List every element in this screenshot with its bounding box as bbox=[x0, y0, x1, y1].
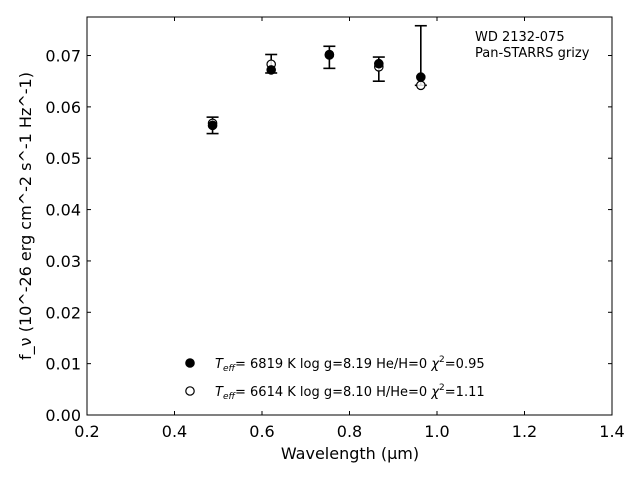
model-point-filled bbox=[324, 49, 335, 60]
model-point-filled bbox=[207, 120, 218, 131]
y-tick-label: 0.03 bbox=[45, 252, 81, 271]
error-bars bbox=[206, 24, 427, 135]
model-point-filled bbox=[266, 65, 276, 75]
x-tick-label: 0.4 bbox=[162, 422, 187, 441]
data-points bbox=[207, 49, 426, 131]
x-tick-label: 0.6 bbox=[249, 422, 274, 441]
x-tick-label: 1.0 bbox=[424, 422, 449, 441]
y-tick-label: 0.01 bbox=[45, 355, 81, 374]
plot-area bbox=[86, 16, 613, 416]
y-tick-label: 0.04 bbox=[45, 201, 81, 220]
x-tick-label: 1.4 bbox=[599, 422, 624, 441]
y-tick-label: 0.02 bbox=[45, 303, 81, 322]
model-point-filled bbox=[374, 58, 384, 69]
x-tick-label: 0.2 bbox=[74, 422, 99, 441]
axis-ticks: 0.2 0.4 0.6 0.8 1.0 1.2 1.4 0.00 0.01 0.02 0.03 0.0… bbox=[45, 17, 625, 441]
legend-entry-2: Teff= 6614 K log g=8.10 H/He=0 χ2=1.11 bbox=[215, 383, 485, 402]
model-point-filled bbox=[416, 72, 426, 82]
y-tick-label: 0.07 bbox=[45, 47, 81, 66]
y-axis-label: f_ν (10^-26 erg cm^-2 s^-1 Hz^-1) bbox=[16, 72, 36, 360]
y-tick-label: 0.06 bbox=[45, 98, 81, 117]
y-tick-label: 0.00 bbox=[45, 406, 81, 425]
legend-marker-open bbox=[185, 386, 195, 396]
annotation-object-name: WD 2132-075 bbox=[475, 30, 565, 45]
x-axis-label: Wavelength (μm) bbox=[281, 444, 419, 463]
model-point-open bbox=[416, 80, 426, 91]
x-tick-label: 0.8 bbox=[337, 422, 362, 441]
legend-entry-1: Teff= 6819 K log g=8.19 He/H=0 χ2=0.95 bbox=[215, 355, 485, 374]
legend-marker-filled bbox=[185, 358, 195, 368]
x-tick-label: 1.2 bbox=[512, 422, 537, 441]
legend: Teff= 6819 K log g=8.19 He/H=0 χ2=0.95 T… bbox=[185, 355, 485, 402]
annotation-survey-name: Pan-STARRS grizy bbox=[475, 46, 590, 61]
y-tick-label: 0.05 bbox=[45, 149, 81, 168]
